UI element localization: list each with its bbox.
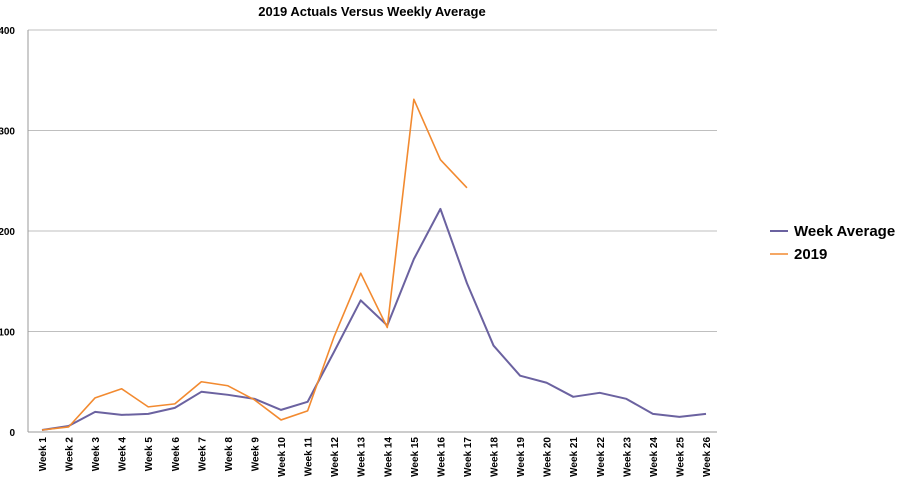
x-tick-label: Week 24	[649, 437, 660, 477]
x-tick-label: Week 25	[675, 437, 686, 477]
x-tick-label: Week 13	[357, 437, 368, 477]
series-lines	[41, 98, 707, 431]
x-tick-label: Week 1	[38, 437, 49, 472]
x-tick-label: Week 22	[596, 437, 607, 477]
x-tick-label: Week 18	[490, 437, 501, 477]
x-tick-label: Week 10	[277, 437, 288, 477]
y-tick-label: 400	[0, 26, 15, 37]
y-tick-label: 0	[9, 428, 15, 439]
x-tick-label: Week 6	[171, 437, 182, 472]
x-tick-label: Week 21	[569, 437, 580, 477]
x-tick-label: Week 26	[702, 437, 713, 477]
chart-title: 2019 Actuals Versus Weekly Average	[258, 4, 485, 19]
x-tick-label: Week 17	[463, 437, 474, 477]
x-tick-label: Week 7	[197, 437, 208, 472]
x-tick-label: Week 16	[436, 437, 447, 477]
legend: Week Average 2019	[770, 223, 895, 263]
x-tick-label: Week 11	[304, 437, 315, 477]
x-tick-label: Week 2	[65, 437, 76, 472]
y-tick-label: 100	[0, 328, 15, 339]
x-tick-labels: Week 1 Week 2 Week 3 Week 4 Week 5 Week 6 Week…	[38, 437, 713, 477]
x-tick-label: Week 14	[383, 437, 394, 477]
x-tick-label: Week 19	[516, 437, 527, 477]
x-tick-label: Week 5	[144, 437, 155, 472]
gridlines	[28, 29, 717, 332]
x-tick-label: Week 15	[410, 437, 421, 477]
x-tick-label: Week 4	[118, 437, 129, 472]
x-tick-label: Week 12	[330, 437, 341, 477]
legend-label: Week Average	[794, 223, 895, 240]
legend-label: 2019	[794, 246, 827, 263]
axes	[27, 30, 717, 433]
series-line-1	[41, 207, 707, 431]
y-tick-label: 200	[0, 227, 15, 238]
x-tick-label: Week 20	[543, 437, 554, 477]
y-tick-labels: 0 100 200 300 400	[0, 26, 15, 439]
x-tick-label: Week 8	[224, 437, 235, 472]
x-tick-label: Week 23	[622, 437, 633, 477]
x-tick-label: Week 9	[250, 437, 261, 472]
x-tick-label: Week 3	[91, 437, 102, 472]
y-tick-label: 300	[0, 127, 15, 138]
series-line-2	[41, 98, 468, 431]
